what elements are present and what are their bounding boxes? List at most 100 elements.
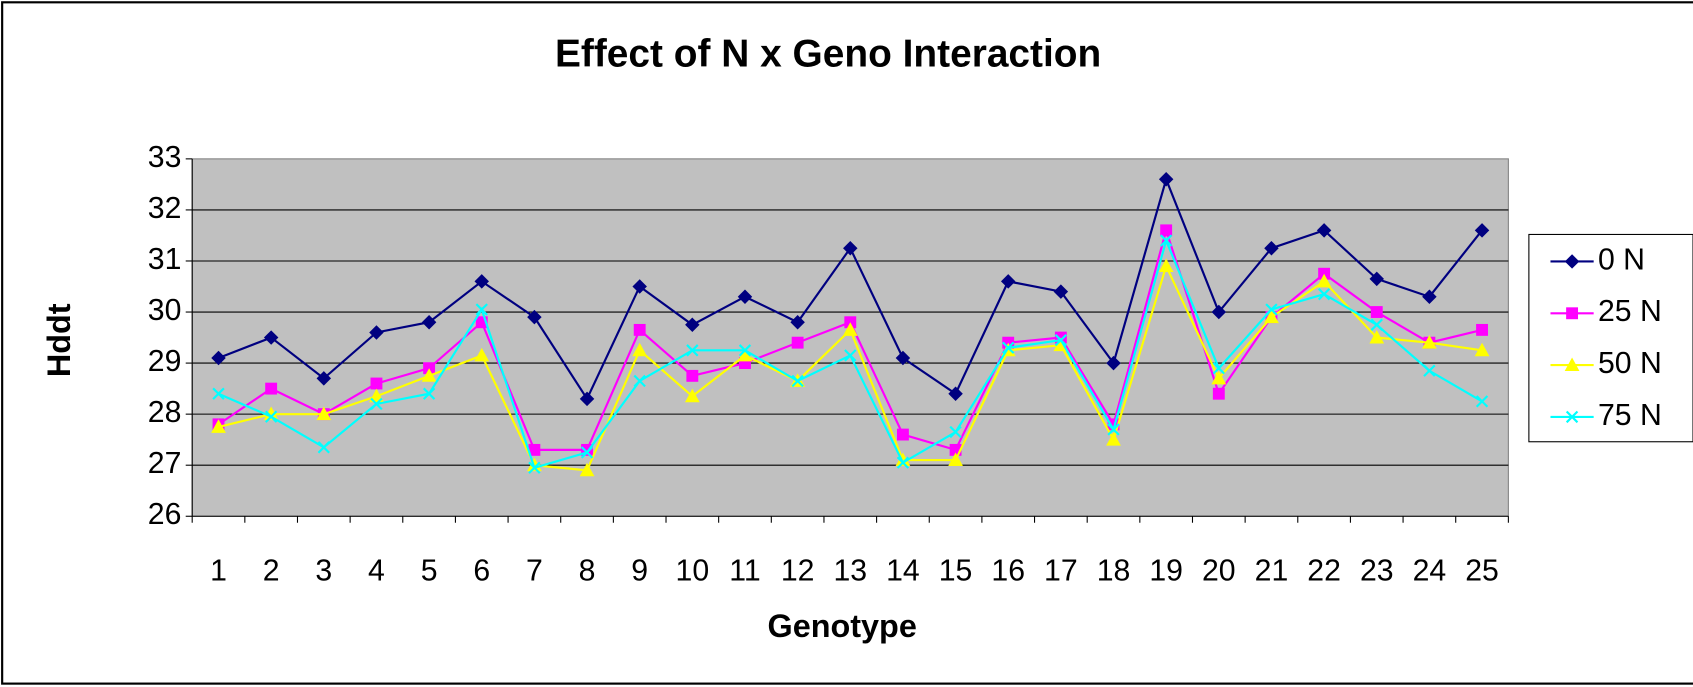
x-tick-label: 15 xyxy=(939,554,973,587)
data-point xyxy=(633,374,646,388)
data-point xyxy=(791,374,804,388)
data-point xyxy=(790,315,805,330)
y-tick-label: 33 xyxy=(148,141,182,174)
data-point xyxy=(369,325,384,340)
data-point xyxy=(948,386,963,401)
y-tick-label: 30 xyxy=(148,294,182,327)
data-point xyxy=(528,461,541,474)
data-point xyxy=(211,350,226,366)
data-point xyxy=(738,344,752,357)
x-tick-label: 25 xyxy=(1465,554,1499,587)
x-tick-label: 14 xyxy=(886,554,920,587)
data-point xyxy=(686,344,699,357)
data-point xyxy=(1265,303,1278,316)
data-point xyxy=(265,382,278,395)
x-tick-label: 8 xyxy=(579,554,596,587)
x-tick-label: 10 xyxy=(676,554,710,587)
x-tick-label: 9 xyxy=(631,554,648,587)
legend-label: 0 N xyxy=(1598,243,1645,276)
data-point xyxy=(1158,172,1174,187)
data-point xyxy=(422,387,436,400)
legend-marker xyxy=(1564,254,1580,269)
x-tick-label: 20 xyxy=(1202,554,1236,587)
data-point xyxy=(737,289,753,304)
data-point xyxy=(791,336,804,349)
y-axis-label: Hddt xyxy=(41,303,77,377)
y-tick-label: 32 xyxy=(148,192,182,225)
data-point xyxy=(1000,274,1016,289)
x-tick-label: 7 xyxy=(526,554,543,587)
legend-label: 75 N xyxy=(1598,399,1662,432)
data-point xyxy=(316,406,332,421)
legend-label: 25 N xyxy=(1598,295,1662,328)
data-point xyxy=(1158,258,1174,273)
data-point xyxy=(1107,423,1120,436)
data-point xyxy=(580,446,594,459)
x-tick-label: 18 xyxy=(1097,554,1131,587)
data-point xyxy=(895,350,911,366)
data-point xyxy=(1212,362,1225,375)
x-tick-label: 19 xyxy=(1149,554,1183,587)
data-point xyxy=(1370,318,1383,331)
data-point xyxy=(1476,323,1488,336)
data-point xyxy=(579,391,595,407)
data-point xyxy=(527,309,542,325)
data-point xyxy=(1106,432,1121,446)
data-point xyxy=(370,377,383,390)
legend-label: 50 N xyxy=(1598,347,1662,380)
x-tick-label: 11 xyxy=(729,554,760,587)
data-point xyxy=(1317,288,1331,301)
data-point xyxy=(1474,342,1490,357)
data-point xyxy=(421,368,437,382)
data-point xyxy=(1054,333,1068,347)
data-point xyxy=(842,322,858,336)
data-point xyxy=(633,323,646,336)
data-point xyxy=(1160,224,1173,237)
data-point xyxy=(211,419,226,433)
data-point xyxy=(896,456,910,469)
data-point xyxy=(581,443,593,456)
data-point xyxy=(1422,335,1437,349)
data-point xyxy=(1002,341,1015,354)
x-tick-label: 6 xyxy=(473,554,490,587)
data-point xyxy=(1159,234,1173,247)
data-point xyxy=(1369,271,1384,287)
y-tick-label: 27 xyxy=(148,447,182,480)
plot-area xyxy=(191,158,1509,517)
x-tick-label: 16 xyxy=(991,554,1025,587)
x-tick-label: 4 xyxy=(368,554,385,587)
chart-title: Effect of N x Geno Interaction xyxy=(555,33,1101,76)
data-point xyxy=(316,371,332,386)
x-tick-label: 13 xyxy=(833,554,867,587)
data-point xyxy=(632,342,648,357)
data-point xyxy=(896,428,909,441)
data-point xyxy=(1211,304,1227,320)
data-point xyxy=(264,410,278,423)
data-point xyxy=(475,316,488,329)
data-point xyxy=(1106,355,1121,371)
data-point xyxy=(579,462,595,477)
y-tick-label: 29 xyxy=(148,345,182,378)
y-tick-label: 26 xyxy=(148,498,182,531)
data-point xyxy=(1053,284,1069,299)
data-point xyxy=(1212,387,1225,400)
x-tick-label: 3 xyxy=(315,554,332,587)
data-point xyxy=(1316,273,1332,288)
data-point xyxy=(1369,329,1385,344)
data-point xyxy=(212,387,225,400)
data-point xyxy=(1264,309,1279,324)
data-point xyxy=(1474,223,1490,238)
data-point xyxy=(1475,395,1489,408)
data-point xyxy=(317,441,330,454)
data-point xyxy=(263,330,279,345)
data-point xyxy=(685,317,700,333)
data-point xyxy=(949,425,962,439)
data-point xyxy=(843,240,858,256)
data-point xyxy=(421,315,437,330)
data-point xyxy=(1211,370,1227,385)
data-point xyxy=(684,388,700,403)
x-axis-label: Genotype xyxy=(768,608,917,644)
x-tick-label: 12 xyxy=(781,554,815,587)
legend-marker xyxy=(1565,410,1579,424)
